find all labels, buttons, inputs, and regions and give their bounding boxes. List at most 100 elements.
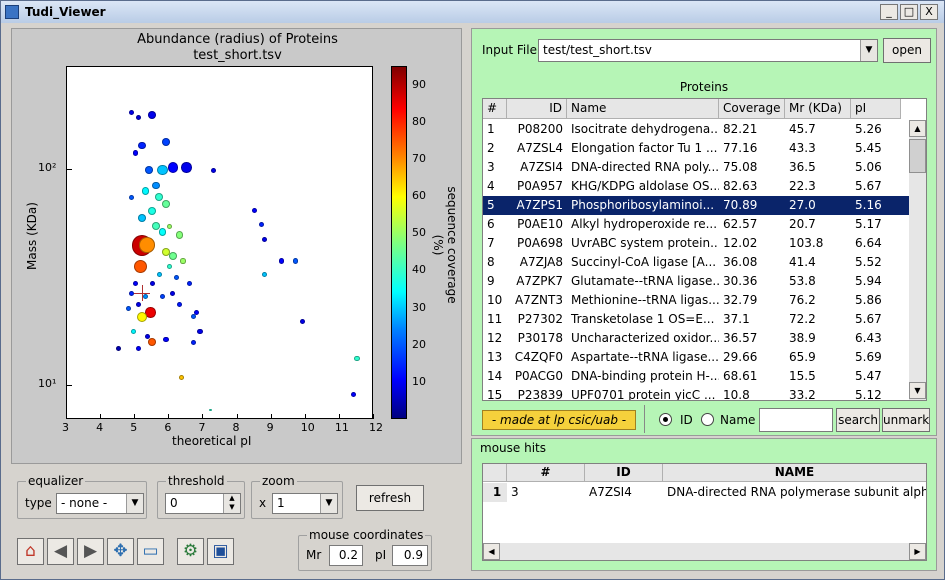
table-row[interactable]: 11 P27302 Transketolase 1 OS=E... 37.1 72.2 5…: [483, 310, 926, 329]
data-point[interactable]: [167, 162, 178, 173]
data-point[interactable]: [136, 115, 142, 121]
chevron-down-icon[interactable]: ▼: [320, 494, 337, 513]
data-point[interactable]: [142, 294, 149, 300]
column-header[interactable]: Mr (KDa): [785, 99, 851, 119]
data-point[interactable]: [190, 339, 196, 345]
data-point[interactable]: [115, 345, 121, 351]
data-point[interactable]: [132, 150, 138, 156]
data-point[interactable]: [148, 338, 157, 347]
home-icon[interactable]: ⌂: [17, 538, 44, 565]
pan-icon[interactable]: ✥: [107, 538, 134, 565]
table-row[interactable]: 15 P23839 UPF0701 protein yicC ... 10.8 33.2…: [483, 386, 926, 400]
data-point[interactable]: [162, 247, 170, 256]
data-point[interactable]: [292, 258, 299, 264]
configure-icon[interactable]: ⚙: [177, 538, 204, 565]
scatter-plot-area[interactable]: [66, 66, 373, 419]
data-point[interactable]: [176, 301, 183, 307]
scroll-up-icon[interactable]: ▲: [909, 120, 926, 137]
data-point[interactable]: [162, 199, 170, 208]
table-row[interactable]: 5 A7ZPS1 Phosphoribosylaminoi... 70.89 27.0 5…: [483, 196, 926, 215]
table-row[interactable]: 1 P08200 Isocitrate dehydrogena... 82.21 45.…: [483, 120, 926, 139]
data-point[interactable]: [151, 181, 160, 190]
data-point[interactable]: [148, 206, 157, 215]
close-button[interactable]: X: [920, 4, 938, 20]
data-point[interactable]: [159, 294, 166, 300]
unmark-button[interactable]: unmark: [882, 408, 930, 432]
data-point[interactable]: [299, 318, 305, 324]
name-radio[interactable]: [701, 413, 714, 426]
data-point[interactable]: [156, 271, 162, 277]
proteins-table[interactable]: # ID Name Coverage Mr (KDa) pI 1 P08200 Isocitra…: [482, 98, 927, 401]
chevron-down-icon[interactable]: ▼: [860, 40, 877, 61]
table-row[interactable]: 14 P0ACG0 DNA-binding protein H-... 68.61 15…: [483, 367, 926, 386]
column-header[interactable]: Name: [567, 99, 719, 119]
data-point[interactable]: [166, 223, 172, 229]
minimize-button[interactable]: _: [880, 4, 898, 20]
data-point[interactable]: [168, 252, 177, 261]
data-point[interactable]: [173, 274, 179, 280]
column-header[interactable]: Coverage: [719, 99, 785, 119]
data-point[interactable]: [211, 167, 217, 173]
spin-arrows-icon[interactable]: ▲ ▼: [223, 494, 240, 513]
table-row[interactable]: 4 P0A957 KHG/KDPG aldolase OS... 82.63 22.3 5…: [483, 177, 926, 196]
column-header[interactable]: pI: [851, 99, 901, 119]
hits-column-header[interactable]: [483, 464, 507, 482]
data-point[interactable]: [139, 237, 155, 253]
data-point[interactable]: [129, 194, 135, 200]
data-point[interactable]: [180, 258, 186, 264]
data-point[interactable]: [138, 141, 146, 150]
data-point[interactable]: [350, 391, 357, 397]
data-point[interactable]: [197, 328, 203, 334]
table-row[interactable]: 6 P0AE10 Alkyl hydroperoxide re... 62.57 20.…: [483, 215, 926, 234]
data-point[interactable]: [166, 263, 172, 269]
hits-column-header[interactable]: NAME: [663, 464, 926, 482]
data-point[interactable]: [129, 109, 135, 115]
table-row[interactable]: 9 A7ZPK7 Glutamate--tRNA ligase... 30.36 53.…: [483, 272, 926, 291]
search-input[interactable]: [759, 408, 833, 432]
data-point[interactable]: [252, 208, 258, 214]
data-point[interactable]: [170, 290, 176, 296]
data-point[interactable]: [190, 314, 196, 320]
scroll-left-icon[interactable]: ◀: [483, 543, 500, 560]
id-radio[interactable]: [659, 413, 672, 426]
zoom-rect-icon[interactable]: ▭: [137, 538, 164, 565]
open-button[interactable]: open: [883, 38, 931, 63]
save-icon[interactable]: ▣: [207, 538, 234, 565]
data-point[interactable]: [157, 164, 168, 176]
data-point[interactable]: [149, 280, 155, 286]
column-header[interactable]: #: [483, 99, 507, 119]
data-point[interactable]: [138, 214, 146, 223]
table-row[interactable]: 8 A7ZJA8 Succinyl-CoA ligase [A... 36.08 41.…: [483, 253, 926, 272]
data-point[interactable]: [136, 301, 142, 307]
proteins-scrollbar[interactable]: [909, 120, 926, 400]
data-point[interactable]: [130, 328, 137, 334]
table-row[interactable]: 3 A7ZSI4 DNA-directed RNA poly... 75.08 36.5…: [483, 158, 926, 177]
scroll-right-icon[interactable]: ▶: [909, 543, 926, 560]
data-point[interactable]: [136, 345, 142, 351]
threshold-spinbox[interactable]: 0 ▲ ▼: [165, 493, 241, 514]
zoom-select[interactable]: 1 ▼: [272, 493, 338, 514]
table-row[interactable]: 2 A7ZSL4 Elongation factor Tu 1 ... 77.16 43…: [483, 139, 926, 158]
refresh-button[interactable]: refresh: [356, 485, 424, 511]
back-icon[interactable]: ◀: [47, 538, 74, 565]
data-point[interactable]: [132, 280, 138, 286]
data-point[interactable]: [208, 408, 212, 412]
hits-row[interactable]: 1 3 A7ZSI4 DNA-directed RNA polymerase subu…: [483, 483, 926, 502]
data-point[interactable]: [144, 166, 153, 175]
forward-icon[interactable]: ▶: [77, 538, 104, 565]
data-point[interactable]: [181, 162, 192, 173]
maximize-button[interactable]: □: [900, 4, 918, 20]
search-button[interactable]: search: [836, 408, 880, 432]
data-point[interactable]: [158, 227, 167, 236]
data-point[interactable]: [129, 290, 135, 296]
data-point[interactable]: [175, 231, 184, 240]
hits-column-header[interactable]: #: [507, 464, 585, 482]
chevron-down-icon[interactable]: ▼: [126, 494, 143, 513]
data-point[interactable]: [162, 138, 170, 146]
hits-column-header[interactable]: ID: [585, 464, 663, 482]
data-point[interactable]: [187, 280, 193, 286]
input-file-select[interactable]: test/test_short.tsv ▼: [538, 39, 878, 62]
table-row[interactable]: 13 C4ZQF0 Aspartate--tRNA ligase... 29.66 65…: [483, 348, 926, 367]
data-point[interactable]: [194, 309, 200, 316]
data-point[interactable]: [155, 193, 163, 202]
